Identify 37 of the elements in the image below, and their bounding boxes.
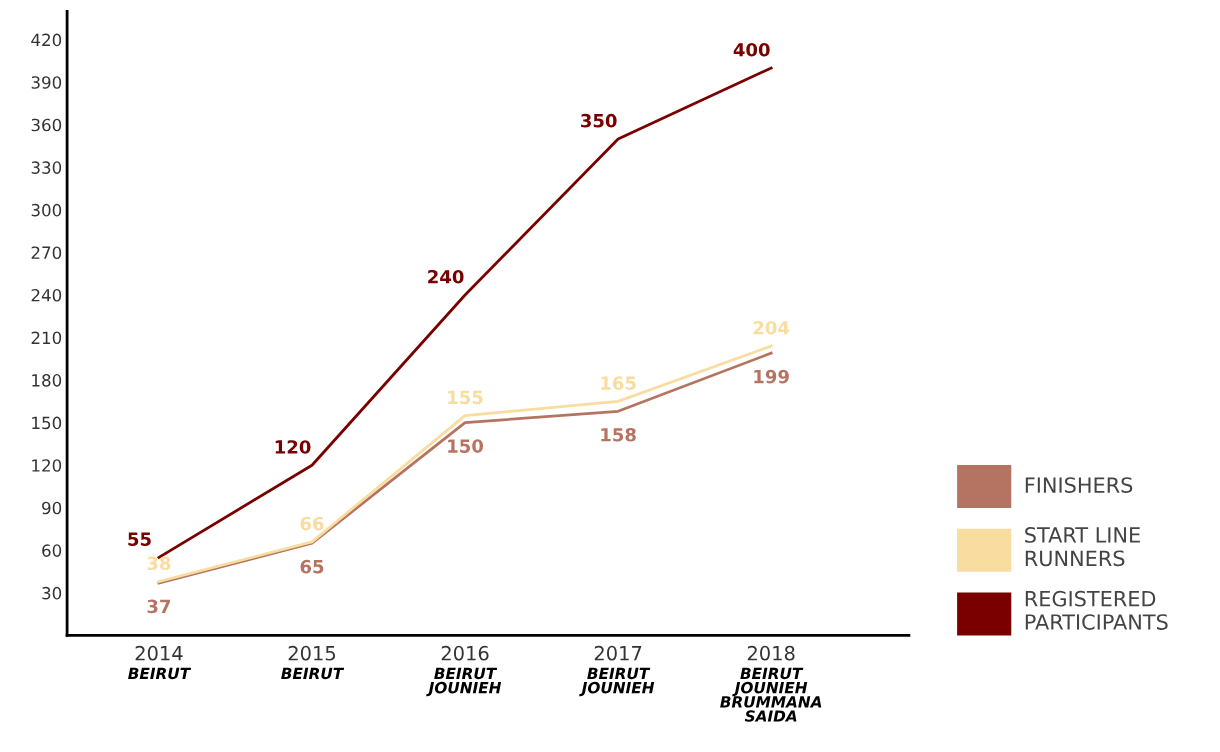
data-label: 165 — [601, 376, 636, 390]
data-label: 204 — [753, 320, 790, 335]
data-label: 158 — [601, 427, 636, 442]
y-tick-label: 240 — [31, 288, 62, 302]
data-label: 55 — [128, 532, 151, 546]
x-tick-label: 2017 BEIRUT JOUNIEH — [579, 645, 655, 697]
x-tick-label: 2014 BEIRUT — [128, 645, 192, 680]
data-label: 155 — [448, 390, 483, 405]
data-label: 120 — [275, 440, 311, 454]
x-tick-label: 2018 BEIRUT JOUNIEH BRUMMANA SAIDA — [720, 645, 822, 722]
y-tick-label: 120 — [32, 459, 62, 472]
y-tick-label: 30 — [42, 586, 62, 600]
data-label: 65 — [300, 559, 324, 574]
data-label: 37 — [147, 599, 171, 614]
y-tick-label: 60 — [42, 544, 62, 557]
data-label: 350 — [581, 113, 617, 128]
data-label: 240 — [428, 269, 464, 284]
data-label: 38 — [147, 556, 171, 571]
y-tick-label: 390 — [31, 76, 62, 89]
legend-label: START LINE RUNNERS — [1025, 527, 1140, 567]
y-tick-label: 90 — [42, 501, 62, 515]
y-tick-label: 300 — [31, 203, 62, 217]
legend-label: FINISHERS — [1025, 477, 1133, 493]
y-tick-label: 420 — [31, 33, 62, 47]
y-tick-label: 150 — [32, 416, 62, 430]
x-tick-label: 2015 BEIRUT — [281, 645, 345, 680]
data-label: 150 — [448, 439, 484, 453]
y-tick-label: 180 — [32, 374, 62, 387]
legend-label: REGISTERED PARTICIPANTS — [1025, 590, 1168, 630]
data-label: 199 — [754, 369, 789, 384]
y-tick-label: 270 — [31, 246, 62, 259]
data-label: 400 — [733, 42, 770, 57]
x-tick-label: 2016 BEIRUT JOUNIEH — [426, 645, 502, 697]
y-tick-label: 360 — [31, 118, 62, 132]
y-tick-label: 210 — [31, 331, 62, 345]
y-tick-label: 330 — [31, 161, 62, 174]
data-label: 66 — [300, 516, 324, 531]
